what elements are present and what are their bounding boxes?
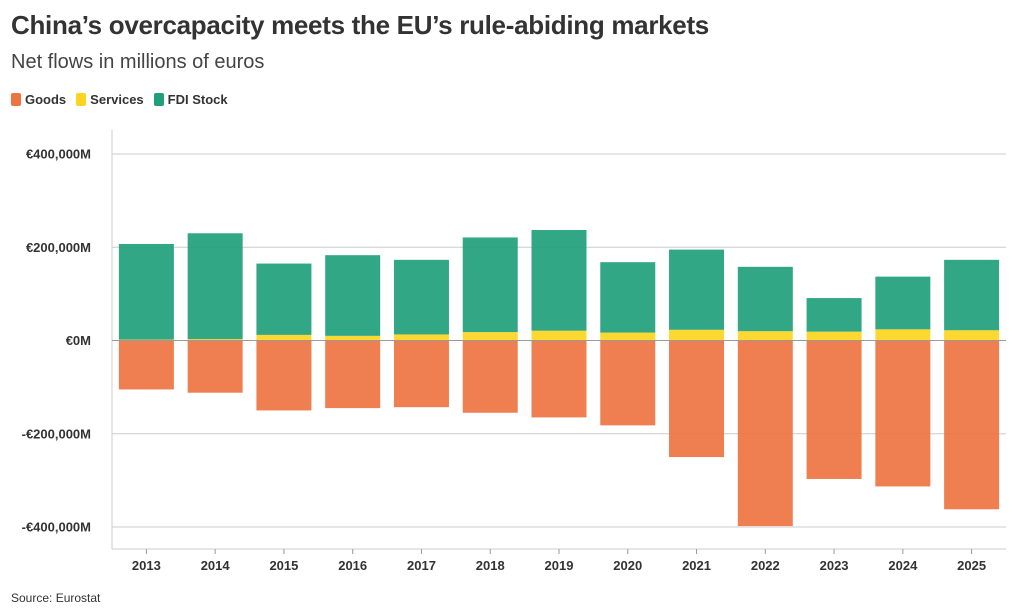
chart-title: China’s overcapacity meets the EU’s rule… bbox=[11, 10, 709, 40]
bar-services bbox=[669, 329, 725, 341]
bar-fdi-stock bbox=[600, 262, 656, 333]
bar-services bbox=[944, 330, 1000, 341]
bar-goods bbox=[669, 340, 725, 458]
bar-fdi-stock bbox=[806, 298, 862, 332]
bar-services bbox=[187, 339, 243, 341]
y-tick-label: €200,000M bbox=[26, 240, 91, 255]
legend: Goods Services FDI Stock bbox=[11, 92, 228, 107]
x-tick-label: 2013 bbox=[132, 558, 161, 573]
bar-goods bbox=[256, 340, 312, 411]
bar-goods bbox=[806, 340, 862, 479]
bar-goods bbox=[737, 340, 793, 527]
source-note: Source: Eurostat bbox=[11, 591, 101, 605]
x-tick-label: 2018 bbox=[476, 558, 505, 573]
x-tick-label: 2016 bbox=[338, 558, 367, 573]
legend-swatch-fdi bbox=[153, 93, 164, 106]
bar-services bbox=[256, 334, 312, 341]
x-tick-label: 2019 bbox=[545, 558, 574, 573]
bar-fdi-stock bbox=[118, 243, 174, 340]
bar-fdi-stock bbox=[944, 259, 1000, 331]
bar-fdi-stock bbox=[256, 263, 312, 335]
bar-goods bbox=[944, 340, 1000, 510]
bar-services bbox=[393, 334, 449, 341]
x-tick-label: 2025 bbox=[957, 558, 986, 573]
bar-fdi-stock bbox=[875, 276, 931, 330]
bar-fdi-stock bbox=[462, 237, 518, 333]
bar-goods bbox=[118, 340, 174, 390]
y-tick-label: €400,000M bbox=[26, 147, 91, 162]
y-tick-label: -€200,000M bbox=[22, 426, 91, 441]
bar-services bbox=[806, 331, 862, 341]
chart-subtitle: Net flows in millions of euros bbox=[11, 51, 265, 73]
bar-goods bbox=[531, 340, 587, 418]
bar-fdi-stock bbox=[187, 233, 243, 340]
bar-services bbox=[600, 332, 656, 341]
y-tick-label: €0M bbox=[66, 333, 91, 348]
x-tick-label: 2017 bbox=[407, 558, 436, 573]
bar-goods bbox=[393, 340, 449, 408]
legend-label-goods: Goods bbox=[25, 92, 67, 107]
x-tick-label: 2020 bbox=[613, 558, 642, 573]
bar-goods bbox=[875, 340, 931, 487]
bar-services bbox=[462, 332, 518, 341]
x-tick-label: 2021 bbox=[682, 558, 711, 573]
legend-item-services: Services bbox=[76, 92, 144, 107]
x-tick-label: 2022 bbox=[751, 558, 780, 573]
x-tick-label: 2023 bbox=[820, 558, 849, 573]
legend-swatch-goods bbox=[11, 93, 21, 106]
legend-label-fdi: FDI Stock bbox=[167, 92, 228, 107]
bar-fdi-stock bbox=[737, 266, 793, 332]
bar-fdi-stock bbox=[325, 255, 381, 336]
y-tick-label: -€400,000M bbox=[22, 520, 91, 535]
bar-fdi-stock bbox=[669, 249, 725, 330]
legend-item-fdi: FDI Stock bbox=[153, 92, 228, 107]
bar-services bbox=[325, 335, 381, 341]
bar-services bbox=[737, 331, 793, 341]
bar-goods bbox=[600, 340, 656, 426]
bar-services bbox=[875, 329, 931, 341]
x-tick-label: 2014 bbox=[201, 558, 231, 573]
legend-item-goods: Goods bbox=[11, 92, 66, 107]
bar-goods bbox=[187, 340, 243, 393]
legend-swatch-services bbox=[76, 93, 87, 106]
legend-label-services: Services bbox=[90, 92, 144, 107]
bar-fdi-stock bbox=[531, 229, 587, 331]
bar-goods bbox=[462, 340, 518, 413]
x-tick-label: 2024 bbox=[888, 558, 918, 573]
bar-goods bbox=[325, 340, 381, 409]
bar-fdi-stock bbox=[393, 259, 449, 335]
x-tick-label: 2015 bbox=[269, 558, 298, 573]
bar-services bbox=[531, 330, 587, 341]
